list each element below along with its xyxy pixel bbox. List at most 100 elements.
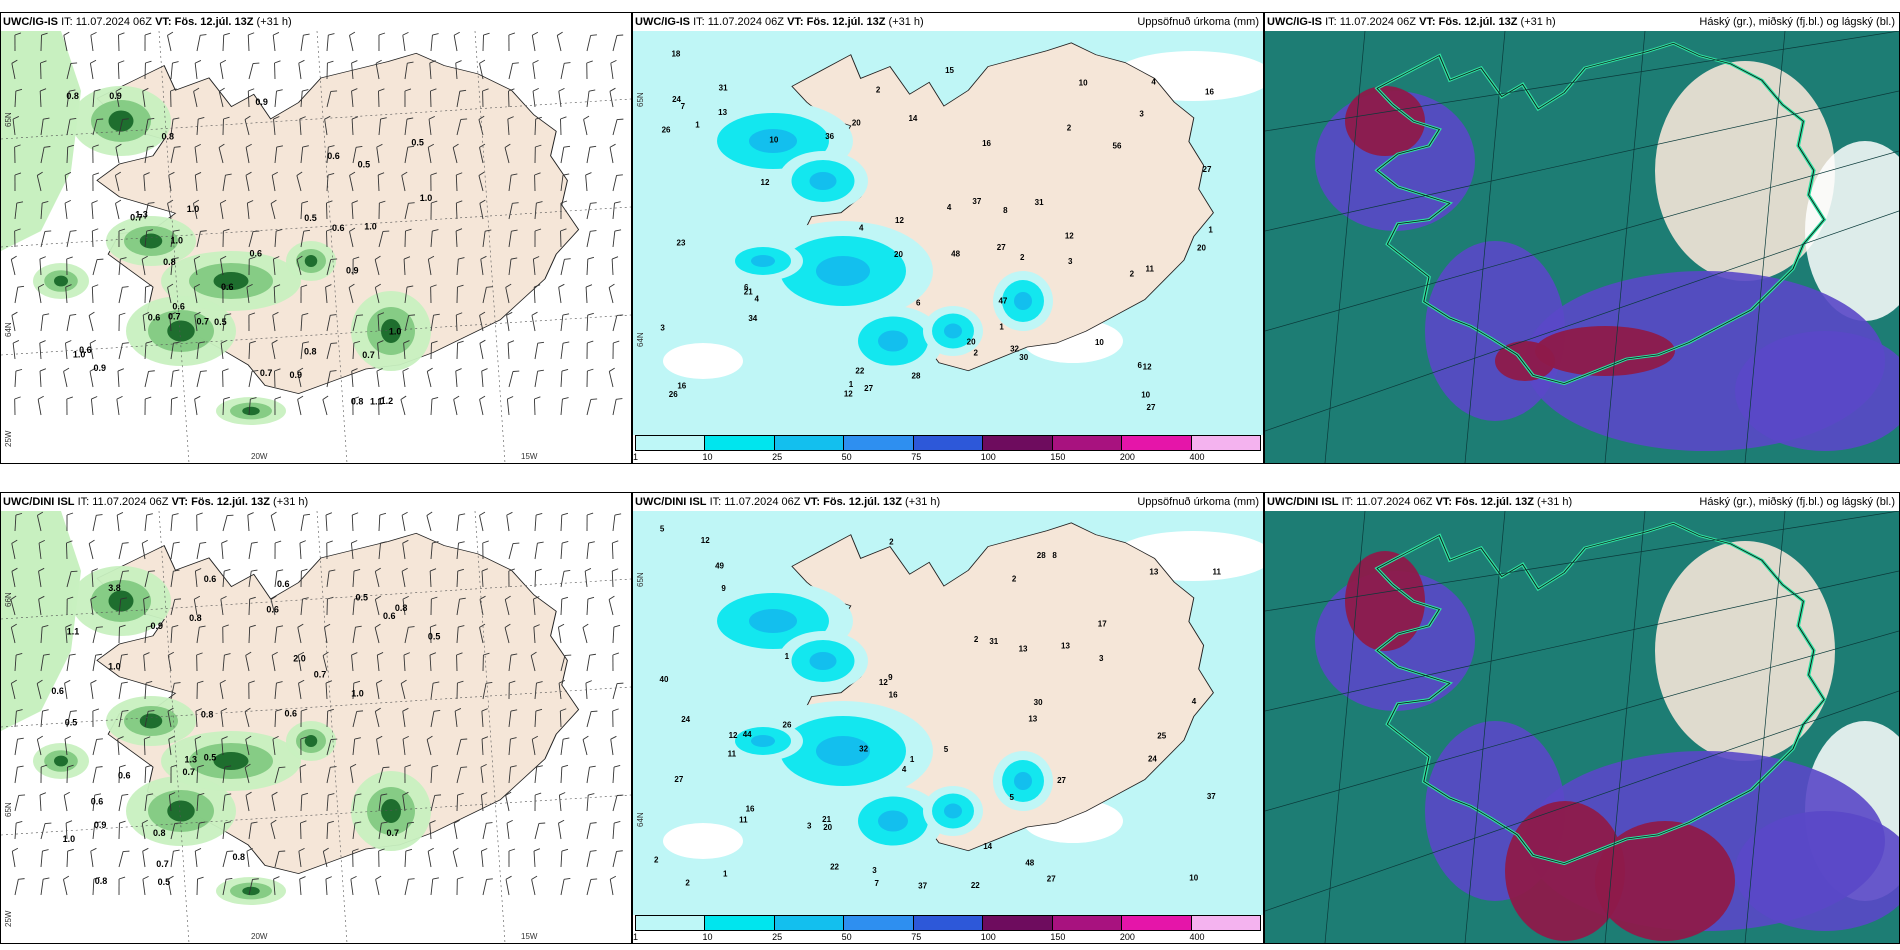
precip-value-label: 0.9: [255, 97, 268, 107]
colorbar-tick-label: 10: [702, 452, 713, 462]
axis-label: 65N: [4, 802, 13, 817]
map-area: [1265, 31, 1899, 463]
axis-label: 65N: [636, 92, 645, 107]
it-value: 11.07.2024 06Z: [75, 16, 152, 28]
vt-label: VT:: [171, 496, 189, 508]
precip-value-label: 27: [1047, 875, 1056, 884]
precip-value-label: 20: [1197, 243, 1206, 252]
precip-value-label: 5: [944, 745, 949, 754]
precip-value-label: 16: [746, 804, 755, 813]
precip-value-label: 0.7: [168, 311, 181, 321]
precip-value-label: 0.5: [411, 137, 424, 147]
precip-value-label: 4: [859, 224, 864, 233]
lead-time: (+31 h): [256, 16, 292, 28]
precip-value-label: 0.6: [285, 708, 298, 718]
vt-value: Fös. 12.júl. 13Z: [1438, 16, 1518, 28]
colorbar-tick-label: 100: [980, 452, 996, 462]
axis-label: 65N: [636, 572, 645, 587]
axis-label: 65N: [4, 112, 13, 127]
precip-value-label: 0.8: [304, 347, 317, 357]
colorbar-tick-label: 75: [911, 452, 922, 462]
axis-label: 66N: [4, 592, 13, 607]
precip-value-label: 24: [681, 715, 690, 724]
precip-value-label: 27: [1057, 776, 1066, 785]
panel-header: UWC/IG-IS IT: 11.07.2024 06Z VT: Fös. 12…: [1267, 15, 1895, 29]
precip-value-label: 15: [945, 66, 954, 75]
colorbar-swatch: [844, 436, 914, 450]
precip-value-label: 0.5: [204, 753, 217, 763]
it-value: 11.07.2024 06Z: [1356, 496, 1433, 508]
precip-value-label: 11: [728, 750, 737, 759]
axis-label: 64N: [636, 812, 645, 827]
precip-value-label: 12: [761, 178, 770, 187]
precip-value-label: 2: [876, 85, 881, 94]
colorbar-tick-label: 1: [633, 452, 639, 462]
precip-value-label: 31: [1035, 198, 1044, 207]
model-name: UWC/IG-IS: [3, 16, 58, 28]
vt-label: VT:: [1419, 16, 1436, 28]
precip-value-label: 0.7: [196, 317, 209, 327]
precip-value-label: 0.5: [304, 213, 317, 223]
precip-value-label: 27: [864, 384, 873, 393]
precip-value-label: 0.8: [351, 396, 364, 406]
precip-value-label: 0.5: [214, 317, 227, 327]
map-area: 0.6 0.6 0.5 0.8 0.7 1.1 3.8 0.8 2.0 0.9 0.5 0.9 1.0 0…: [1, 511, 631, 943]
vt-value: Fös. 12.júl. 13Z: [1455, 496, 1534, 508]
model-name: UWC/DINI ISL: [635, 496, 707, 508]
precip-value-label: 0.9: [93, 363, 106, 373]
precip-value-label: 22: [830, 862, 839, 871]
colorbar-tick-label: 25: [772, 932, 783, 942]
precip-value-label: 6: [916, 299, 921, 308]
colorbar-swatches: [635, 435, 1261, 451]
precip-value-label: 0.7: [130, 212, 143, 222]
precip-value-label: 3: [872, 866, 877, 875]
precip-value-label: 1: [695, 120, 700, 129]
precip-value-label: 34: [748, 314, 757, 323]
colorbar-tick-label: 25: [772, 452, 783, 462]
precip-value-label: 11: [739, 815, 748, 824]
panel-title: Uppsöfnuð úrkoma (mm): [1137, 496, 1259, 508]
precip-value-label: 1.3: [185, 755, 198, 765]
precip-value-label: 40: [660, 675, 669, 684]
precip-value-label: 30: [1019, 353, 1028, 362]
precip-value-label: 1.0: [73, 349, 86, 359]
precip-value-label: 37: [918, 881, 927, 890]
colorbar-tick-label: 10: [702, 932, 713, 942]
colorbar-swatch: [1122, 436, 1192, 450]
precip-value-label: 26: [669, 390, 678, 399]
axis-label: 20W: [251, 452, 268, 461]
precip-value-label: 32: [1010, 345, 1019, 354]
precip-value-label: 6: [744, 283, 749, 292]
precip-value-label: 0.5: [358, 160, 371, 170]
it-value: 11.07.2024 06Z: [92, 496, 169, 508]
precip-value-label: 26: [662, 126, 671, 135]
precip-value-label: 26: [783, 721, 792, 730]
it-value: 11.07.2024 06Z: [707, 16, 784, 28]
map-canvas: [1265, 31, 1899, 463]
precip-value-label: 0.7: [156, 859, 169, 869]
precip-value-label: 12: [729, 731, 738, 740]
precip-value-label: 0.6: [79, 345, 92, 355]
precip-value-label: 0.8: [395, 603, 408, 613]
precip-value-label: 16: [982, 139, 991, 148]
map-area: 0.6 0.7 0.9 0.9 1.2 0.8 0.5 0.8 0.7 0.6 1.0 0.9 0.8 0…: [1, 31, 631, 463]
precip-value-label: 0.9: [290, 370, 303, 380]
precip-value-label: 10: [1095, 338, 1104, 347]
it-label: IT:: [77, 496, 90, 508]
colorbar-swatch: [636, 916, 706, 930]
precip-value-label: 27: [674, 775, 683, 784]
precip-value-label: 5: [660, 525, 665, 534]
precip-value-label: 27: [997, 243, 1006, 252]
colorbar-swatch: [913, 436, 984, 450]
colorbar-swatch: [774, 916, 845, 930]
precip-value-label: 12: [895, 216, 904, 225]
precip-value-label: 0.8: [95, 876, 108, 886]
colorbar-labels: 1 10 25 50 75 100 150 200 400: [633, 452, 1261, 463]
precip-value-label: 0.7: [386, 828, 399, 838]
precip-value-label: 0.5: [355, 592, 368, 602]
precip-value-label: 1: [723, 869, 728, 878]
precip-value-label: 20: [967, 338, 976, 347]
map-canvas: [1265, 511, 1899, 943]
precip-value-label: 1.0: [187, 204, 200, 214]
precip-value-label: 0.6: [172, 302, 185, 312]
